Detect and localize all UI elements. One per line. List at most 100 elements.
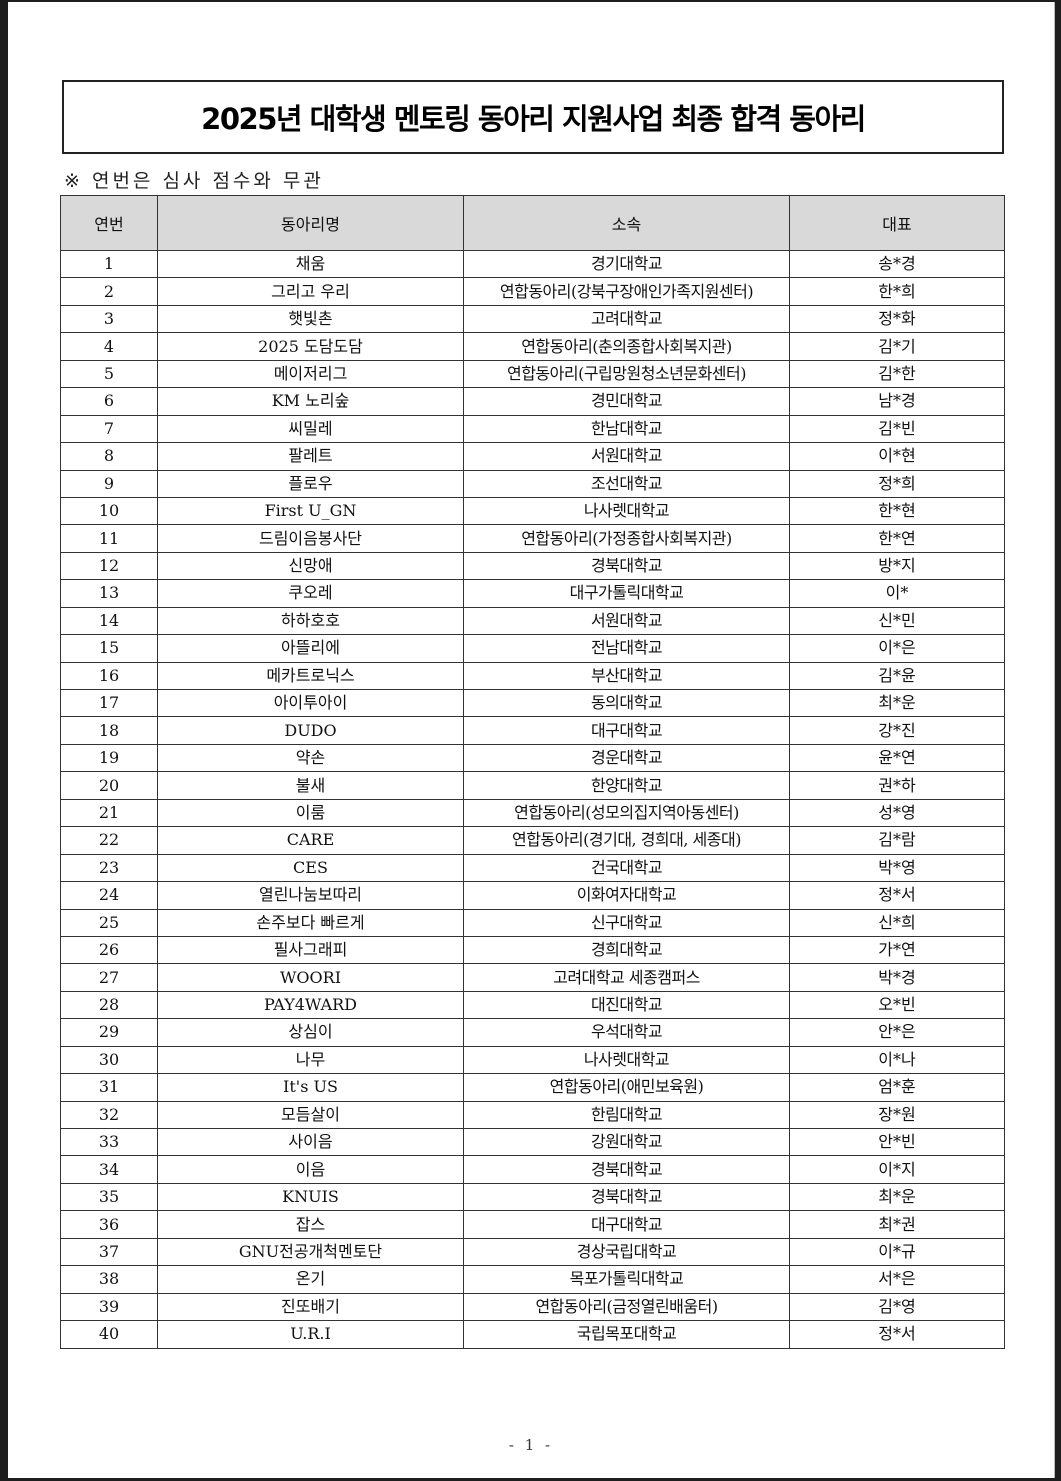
cell-club-name: 열린나눔보따리: [157, 881, 464, 910]
cell-affiliation: 연합동아리(춘의종합사회복지관): [463, 332, 790, 361]
cell-number: 25: [60, 908, 158, 937]
cell-representative: 박*경: [789, 963, 1005, 992]
cell-representative: 안*은: [789, 1018, 1005, 1047]
cell-club-name: 하하호호: [157, 606, 464, 636]
cell-club-name: 이룸: [157, 798, 464, 828]
cell-number: 37: [60, 1237, 158, 1267]
cell-club-name: 씨밀레: [157, 414, 464, 444]
cell-affiliation: 대진대학교: [463, 990, 790, 1020]
cell-number: 34: [60, 1155, 158, 1184]
document-page: 2025년 대학생 멘토링 동아리 지원사업 최종 합격 동아리 ※ 연번은 심…: [8, 2, 1055, 1478]
cell-club-name: U.R.I: [157, 1320, 464, 1349]
table-row: 23 CES 건국대학교 박*영: [60, 853, 1005, 883]
table-row: 30 나무 나사렛대학교 이*나: [60, 1045, 1005, 1075]
cell-representative: 방*지: [789, 551, 1005, 581]
cell-number: 13: [60, 579, 158, 608]
cell-number: 8: [60, 442, 158, 471]
cell-affiliation: 목포가톨릭대학교: [463, 1265, 790, 1294]
cell-representative: 강*진: [789, 716, 1005, 745]
header-affiliation: 소속: [463, 195, 790, 251]
table-row: 25 손주보다 빠르게 신구대학교 신*희: [60, 908, 1005, 937]
table-row: 31 It's US 연합동아리(애민보육원) 엄*훈: [60, 1073, 1005, 1102]
cell-number: 19: [60, 743, 158, 773]
cell-affiliation: 동의대학교: [463, 688, 790, 718]
cell-affiliation: 부산대학교: [463, 661, 790, 691]
table-row: 20 불새 한양대학교 권*하: [60, 771, 1005, 800]
cell-number: 2: [60, 277, 158, 306]
cell-club-name: 사이음: [157, 1127, 464, 1157]
cell-number: 28: [60, 990, 158, 1020]
table-row: 27 WOORI 고려대학교 세종캠퍼스 박*경: [60, 963, 1005, 992]
table-row: 7 씨밀레 한남대학교 김*빈: [60, 414, 1005, 444]
table-row: 13 쿠오레 대구가톨릭대학교 이*: [60, 579, 1005, 608]
cell-number: 20: [60, 771, 158, 800]
cell-club-name: 신망애: [157, 551, 464, 581]
cell-club-name: 2025 도담도담: [157, 332, 464, 361]
cell-number: 24: [60, 881, 158, 910]
cell-affiliation: 한양대학교: [463, 771, 790, 800]
cell-affiliation: 연합동아리(애민보육원): [463, 1073, 790, 1102]
cell-representative: 최*권: [789, 1210, 1005, 1239]
cell-representative: 정*희: [789, 469, 1005, 498]
cell-representative: 김*영: [789, 1292, 1005, 1322]
cell-affiliation: 연합동아리(성모의집지역아동센터): [463, 798, 790, 828]
cell-number: 16: [60, 661, 158, 691]
cell-number: 1: [60, 249, 158, 279]
table-row: 26 필사그래피 경희대학교 가*연: [60, 935, 1005, 965]
cell-representative: 안*빈: [789, 1127, 1005, 1157]
table-body: 1 채움 경기대학교 송*경 2 그리고 우리 연합동아리(강북구장애인가족지원센터) 한*희…: [60, 249, 1005, 1349]
cell-representative: 김*빈: [789, 414, 1005, 444]
cell-number: 9: [60, 469, 158, 498]
cell-number: 31: [60, 1073, 158, 1102]
cell-number: 29: [60, 1018, 158, 1047]
table-row: 32 모듬살이 한림대학교 장*원: [60, 1100, 1005, 1130]
cell-affiliation: 서원대학교: [463, 442, 790, 471]
table-row: 40 U.R.I 국립목포대학교 정*서: [60, 1320, 1005, 1349]
table-row: 2 그리고 우리 연합동아리(강북구장애인가족지원센터) 한*희: [60, 277, 1005, 306]
cell-number: 26: [60, 935, 158, 965]
cell-club-name: PAY4WARD: [157, 990, 464, 1020]
cell-representative: 송*경: [789, 249, 1005, 279]
cell-representative: 김*기: [789, 332, 1005, 361]
page-number: - 1 -: [508, 1436, 554, 1454]
cell-number: 21: [60, 798, 158, 828]
cell-representative: 한*현: [789, 496, 1005, 526]
table-row: 39 진또배기 연합동아리(금정열린배움터) 김*영: [60, 1292, 1005, 1322]
cell-club-name: 잡스: [157, 1210, 464, 1239]
cell-affiliation: 경기대학교: [463, 249, 790, 279]
underlined-club-name: 잡스: [296, 1212, 325, 1237]
cell-club-name: 플로우: [157, 469, 464, 498]
cell-representative: 신*민: [789, 606, 1005, 636]
table-row: 33 사이음 강원대학교 안*빈: [60, 1127, 1005, 1157]
cell-number: 23: [60, 853, 158, 883]
table-row: 21 이룸 연합동아리(성모의집지역아동센터) 성*영: [60, 798, 1005, 828]
cell-number: 14: [60, 606, 158, 636]
cell-representative: 최*운: [789, 1182, 1005, 1212]
table-row: 37 GNU전공개척멘토단 경상국립대학교 이*규: [60, 1237, 1005, 1267]
cell-affiliation: 고려대학교: [463, 304, 790, 334]
note-text: ※ 연번은 심사 점수와 무관: [64, 170, 324, 192]
header-number: 연번: [60, 195, 158, 251]
cell-number: 11: [60, 524, 158, 553]
cell-affiliation: 신구대학교: [463, 908, 790, 937]
cell-club-name: 불새: [157, 771, 464, 800]
cell-affiliation: 한림대학교: [463, 1100, 790, 1130]
cell-representative: 한*희: [789, 277, 1005, 306]
table-header-row: 연번 동아리명 소속 대표: [60, 195, 1005, 251]
cell-club-name: 쿠오레: [157, 579, 464, 608]
cell-club-name: CARE: [157, 826, 464, 855]
cell-number: 4: [60, 332, 158, 361]
cell-club-name: First U_GN: [157, 496, 464, 526]
cell-representative: 엄*훈: [789, 1073, 1005, 1102]
cell-club-name: 그리고 우리: [157, 277, 464, 306]
cell-affiliation: 대구대학교: [463, 1210, 790, 1239]
table-row: 8 팔레트 서원대학교 이*현: [60, 442, 1005, 471]
cell-representative: 장*원: [789, 1100, 1005, 1130]
cell-affiliation: 연합동아리(경기대, 경희대, 세종대): [463, 826, 790, 855]
table-row: 18 DUDO 대구대학교 강*진: [60, 716, 1005, 745]
table-row: 17 아이투아이 동의대학교 최*운: [60, 688, 1005, 718]
table-row: 24 열린나눔보따리 이화여자대학교 정*서: [60, 881, 1005, 910]
cell-club-name: 팔레트: [157, 442, 464, 471]
cell-affiliation: 연합동아리(가정종합사회복지관): [463, 524, 790, 553]
cell-club-name: 약손: [157, 743, 464, 773]
